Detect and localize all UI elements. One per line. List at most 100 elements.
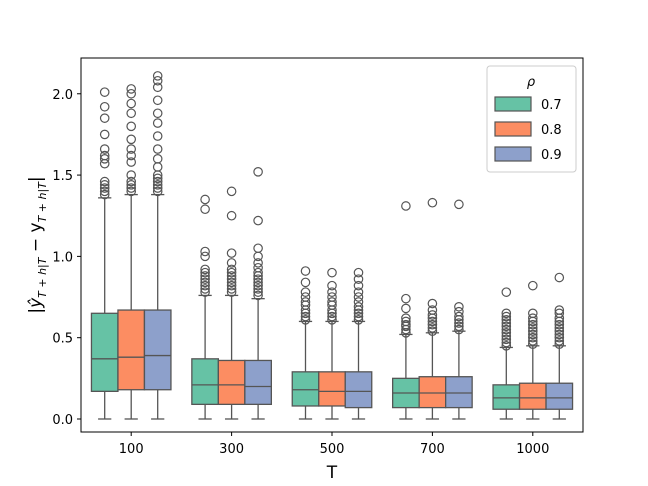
- outlier-point: [226, 280, 237, 291]
- outlier-point: [327, 311, 337, 322]
- outlier-point: [501, 287, 512, 297]
- outlier-point: [253, 290, 263, 301]
- outlier-point: [554, 308, 565, 319]
- outlier-point: [454, 301, 464, 312]
- outlier-point: [527, 313, 538, 323]
- outlier-point: [200, 251, 210, 262]
- box-iqr: [291, 371, 320, 407]
- y-label-pipe-open: |: [26, 308, 46, 314]
- y-tick-label: 0.5: [52, 332, 73, 347]
- x-axis: 100 300 500 700 1000: [119, 432, 549, 457]
- outlier-point: [253, 167, 263, 177]
- legend-swatch-0.9: [494, 146, 532, 162]
- outlier-point: [427, 197, 438, 208]
- outlier-point: [253, 267, 263, 278]
- outlier-point: [126, 150, 136, 161]
- outlier-point: [554, 326, 565, 336]
- outlier-point: [99, 154, 110, 164]
- outlier-point: [527, 319, 538, 330]
- outlier-point: [226, 248, 237, 258]
- x-tick-label: 700: [420, 442, 445, 457]
- outlier-point: [554, 339, 565, 349]
- outlier-point: [200, 284, 210, 294]
- outlier-point: [401, 201, 411, 211]
- outlier-point: [200, 246, 210, 257]
- outlier-point: [501, 341, 512, 351]
- outlier-point: [353, 308, 364, 319]
- box-iqr: [244, 359, 273, 406]
- outlier-point: [327, 267, 337, 278]
- y-label-minus: − y: [26, 222, 46, 257]
- outlier-point: [527, 332, 538, 343]
- x-tick-label: 100: [119, 442, 144, 457]
- x-tick-label: 300: [219, 442, 244, 457]
- y-label-sub2: T + h|T: [36, 181, 49, 223]
- box-group-rho-0.9-T-700: [444, 199, 473, 420]
- box-iqr: [444, 376, 473, 409]
- outlier-point: [99, 176, 110, 187]
- outlier-point: [427, 310, 438, 320]
- outlier-point: [554, 305, 565, 315]
- y-tick-label: 1.0: [52, 250, 73, 265]
- y-tick-label: 0.0: [52, 413, 73, 428]
- outlier-point: [501, 337, 512, 348]
- outlier-point: [200, 280, 210, 291]
- outlier-point: [300, 287, 311, 297]
- box-group-rho-0.7-T-300: [191, 194, 220, 420]
- outlier-point: [527, 336, 538, 346]
- box-iqr: [418, 376, 447, 409]
- outlier-point: [527, 326, 538, 336]
- outlier-point: [253, 262, 263, 273]
- outlier-point: [226, 284, 237, 294]
- outlier-point: [501, 314, 512, 325]
- outlier-point: [226, 210, 237, 221]
- outlier-point: [401, 303, 411, 314]
- outlier-point: [253, 243, 263, 254]
- legend-title: ρ: [527, 75, 536, 90]
- outlier-point: [99, 150, 110, 161]
- outlier-point: [327, 280, 337, 291]
- outlier-point: [126, 88, 136, 99]
- outlier-point: [126, 170, 136, 180]
- outlier-point: [401, 319, 411, 330]
- y-label-pipe-close: |: [26, 176, 46, 182]
- outlier-point: [99, 183, 110, 193]
- outlier-point: [99, 186, 110, 197]
- outlier-point: [226, 186, 237, 197]
- outlier-point: [99, 87, 110, 97]
- outlier-point: [152, 108, 163, 119]
- outlier-point: [226, 258, 237, 268]
- box-iqr: [90, 312, 119, 392]
- box-group-rho-0.9-T-1000: [545, 272, 574, 420]
- box-group-rho-0.7-T-1000: [492, 287, 521, 420]
- x-axis-label: T: [326, 463, 338, 483]
- box-group-rho-0.9-T-500: [344, 267, 373, 420]
- outlier-point: [253, 287, 263, 297]
- outlier-point: [152, 71, 163, 81]
- outlier-point: [226, 264, 237, 275]
- outlier-point: [200, 277, 210, 288]
- x-tick-label: 1000: [516, 442, 549, 457]
- outlier-point: [99, 189, 110, 200]
- outlier-point: [554, 323, 565, 333]
- box-group-rho-0.8-T-500: [318, 267, 346, 420]
- outlier-point: [126, 98, 136, 109]
- outlier-point: [527, 280, 538, 291]
- plot-area: [90, 71, 574, 420]
- outlier-point: [454, 318, 464, 328]
- outlier-point: [99, 144, 110, 154]
- legend-frame: [486, 65, 577, 173]
- outlier-point: [327, 314, 337, 325]
- outlier-point: [300, 266, 311, 276]
- outlier-point: [501, 321, 512, 332]
- outlier-point: [554, 272, 565, 283]
- outlier-point: [454, 324, 464, 335]
- outlier-point: [501, 328, 512, 338]
- box-group-rho-0.9-T-300: [244, 167, 273, 420]
- outlier-point: [200, 287, 210, 297]
- legend-swatch-0.8: [494, 121, 532, 137]
- outlier-point: [99, 129, 110, 140]
- outlier-point: [300, 297, 311, 307]
- outlier-point: [253, 284, 263, 294]
- outlier-point: [554, 332, 565, 343]
